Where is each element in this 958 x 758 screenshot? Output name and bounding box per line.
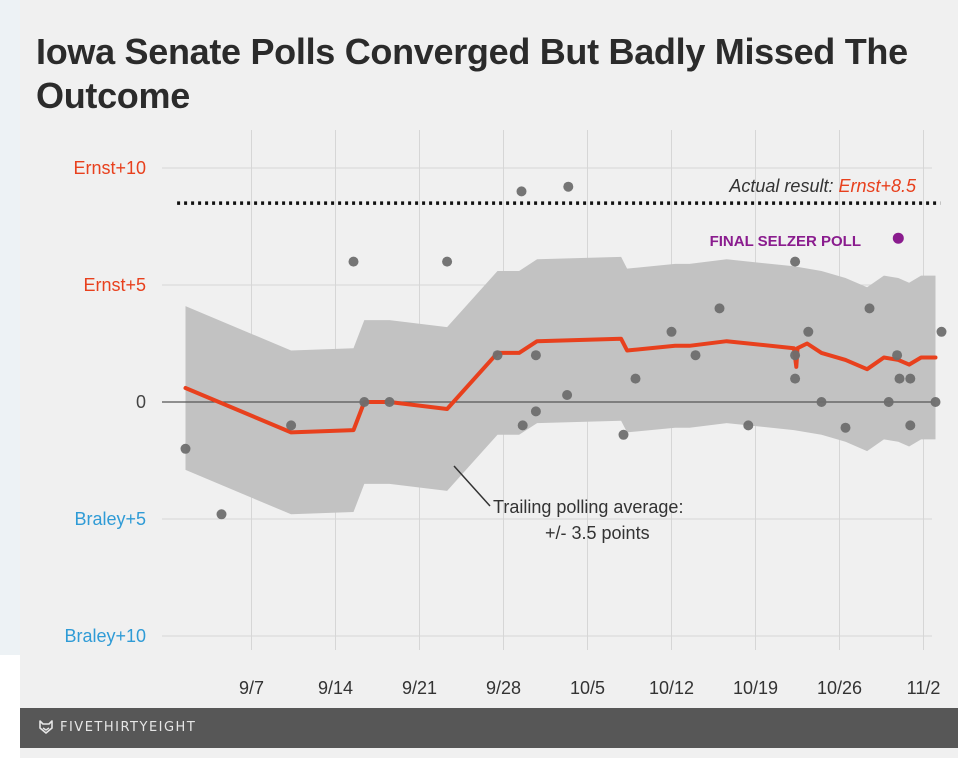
brand-name: FIVETHIRTYEIGHT (60, 719, 197, 735)
poll-point (883, 397, 894, 407)
band-annotation-line2: +/- 3.5 points (545, 523, 650, 543)
poll-point (359, 397, 370, 407)
x-tick-label: 9/28 (486, 678, 521, 698)
x-tick-label: 9/7 (239, 678, 264, 698)
poll-point (840, 422, 851, 433)
poll-point (905, 420, 916, 431)
y-tick-label: Ernst+5 (83, 275, 146, 295)
error-band-area (185, 256, 936, 515)
poll-point (790, 350, 801, 361)
selzer-poll-label: FINAL SELZER POLL (710, 233, 861, 250)
poll-point (562, 390, 573, 400)
poll-point (442, 256, 453, 267)
poll-point (930, 397, 941, 407)
poll-point (743, 420, 754, 431)
poll-point (517, 420, 528, 431)
y-tick-label: Braley+5 (74, 509, 146, 529)
poll-point (892, 350, 903, 361)
poll-point (286, 420, 297, 431)
poll-point (630, 373, 641, 384)
x-tick-label: 9/21 (402, 678, 437, 698)
page-margin (0, 0, 20, 655)
poll-point (790, 373, 801, 384)
x-tick-label: 9/14 (318, 678, 353, 698)
footer-bar: FIVETHIRTYEIGHT (20, 708, 958, 748)
chart-title: Iowa Senate Polls Converged But Badly Mi… (36, 31, 908, 116)
y-tick-label: 0 (136, 392, 146, 412)
poll-point (894, 373, 905, 384)
average-line (183, 336, 938, 435)
poll-point (666, 326, 677, 337)
poll-point (516, 186, 527, 197)
poll-point (690, 350, 701, 361)
selzer-poll-point (892, 232, 904, 244)
poll-point (180, 443, 191, 454)
x-tick-label: 10/5 (570, 678, 605, 698)
x-tick-label: 10/19 (733, 678, 778, 698)
y-tick-label: Ernst+10 (73, 158, 146, 178)
poll-point (905, 373, 916, 384)
poll-point (803, 326, 814, 337)
poll-point (936, 326, 947, 337)
actual-result-value: Ernst+8.5 (838, 176, 917, 196)
poll-point (216, 509, 227, 520)
brand-logo: FIVETHIRTYEIGHT (38, 719, 196, 735)
poll-point (864, 303, 875, 314)
fox-icon (39, 720, 53, 734)
error-band (185, 256, 936, 515)
poll-point (790, 256, 801, 267)
poll-point (714, 303, 725, 314)
actual-result-label: Actual result: Ernst+8.5 (728, 176, 917, 196)
poll-point (618, 429, 629, 440)
band-annotation-leader (453, 465, 491, 507)
poll-point (384, 397, 395, 407)
labels: Ernst+10 Ernst+5 0 Braley+5 Braley+10 9/7 9/14… (64, 158, 940, 698)
polling-average-line (183, 336, 938, 435)
poll-point (492, 350, 503, 361)
x-tick-label: 11/2 (907, 678, 941, 698)
poll-point (530, 350, 541, 361)
poll-point (816, 397, 827, 407)
poll-points (180, 181, 947, 520)
poll-point (563, 181, 574, 192)
poll-point (530, 406, 541, 417)
y-tick-label: Braley+10 (64, 626, 146, 646)
band-annotation-line1: Trailing polling average: (493, 497, 683, 517)
chart-plot: Ernst+10 Ernst+5 0 Braley+5 Braley+10 9/7 9/14… (64, 130, 947, 698)
x-tick-label: 10/12 (649, 678, 694, 698)
actual-result-prefix: Actual result: (728, 176, 838, 196)
poll-point (348, 256, 359, 267)
x-tick-label: 10/26 (817, 678, 862, 698)
